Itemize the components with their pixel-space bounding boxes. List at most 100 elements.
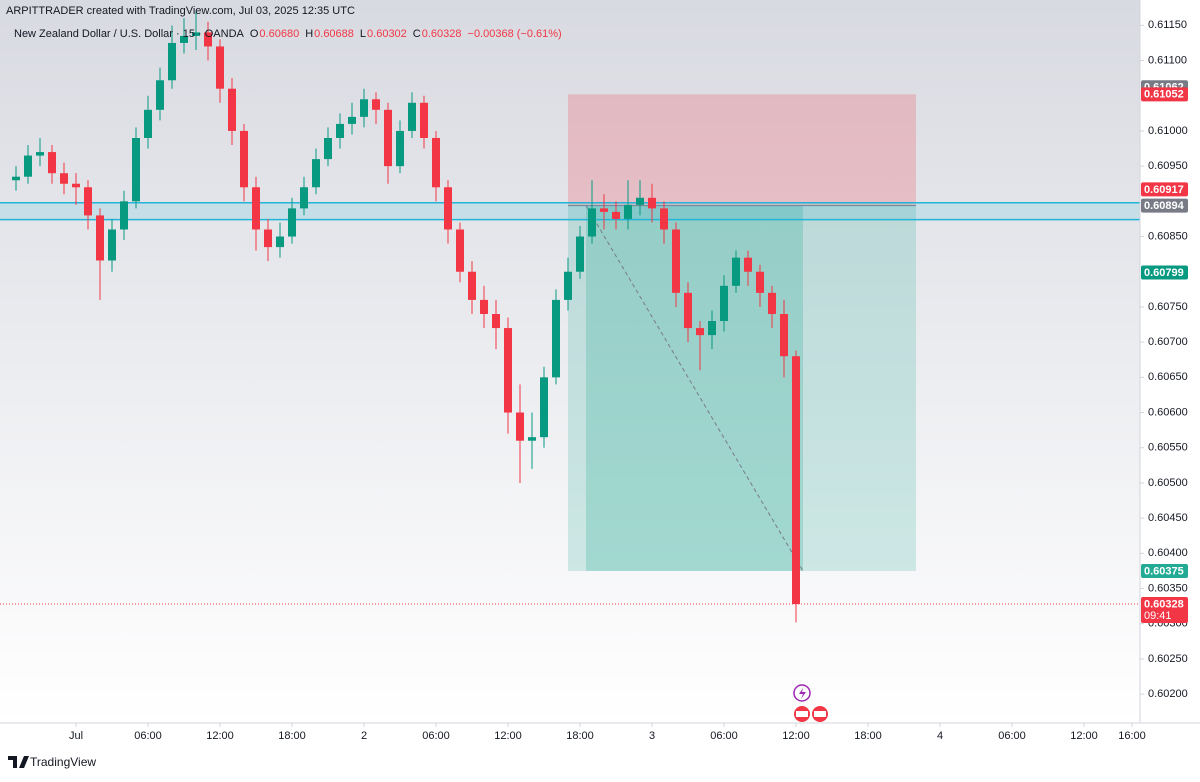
candle-body xyxy=(276,236,284,248)
y-tick-label: 0.60250 xyxy=(1148,653,1188,665)
y-tick-label: 0.61000 xyxy=(1148,125,1188,137)
candle-body xyxy=(108,229,116,261)
candle-body xyxy=(660,208,668,230)
candle-body xyxy=(648,197,656,209)
x-tick-label: 2 xyxy=(361,730,367,742)
ohlc-value: 0.60688 xyxy=(314,28,354,40)
candle-body xyxy=(612,211,620,219)
plot-area xyxy=(0,11,1140,623)
candle-body xyxy=(792,356,800,605)
candle-body xyxy=(12,176,20,181)
y-tick-label: 0.60950 xyxy=(1148,160,1188,172)
y-tick-label: 0.60700 xyxy=(1148,336,1188,348)
candle-body xyxy=(36,152,44,156)
y-tick-label: 0.60350 xyxy=(1148,582,1188,594)
candle-body xyxy=(768,292,776,314)
candle-body xyxy=(48,152,56,174)
price-label-bg xyxy=(1141,182,1188,197)
candle-body xyxy=(72,183,80,188)
x-tick-label: 06:00 xyxy=(710,730,738,742)
candle-body xyxy=(288,208,296,237)
candle-body xyxy=(192,32,200,36)
candle-body xyxy=(24,155,32,177)
x-tick-label: 3 xyxy=(649,730,655,742)
candle-body xyxy=(396,130,404,167)
y-tick-label: 0.60600 xyxy=(1148,406,1188,418)
candle-body xyxy=(732,257,740,286)
candle-body xyxy=(624,204,632,219)
candle-body xyxy=(324,137,332,160)
y-tick-label: 0.60400 xyxy=(1148,547,1188,559)
candle-body xyxy=(360,99,368,117)
countdown: 09:41 xyxy=(1144,610,1172,622)
x-tick-label: 06:00 xyxy=(998,730,1026,742)
x-tick-label: Jul xyxy=(69,730,83,742)
candle-body xyxy=(216,46,224,89)
candle-body xyxy=(492,313,500,329)
brand: TradingView xyxy=(8,755,96,769)
x-tick-label: 12:00 xyxy=(494,730,522,742)
ohlc-label: C xyxy=(413,28,421,40)
symbol-title: New Zealand Dollar / U.S. Dollar · 15 · … xyxy=(14,28,245,40)
candle-body xyxy=(180,35,188,43)
y-tick-label: 0.60500 xyxy=(1148,477,1188,489)
y-tick-label: 0.60550 xyxy=(1148,442,1188,454)
candle-body xyxy=(132,137,140,202)
x-tick-label: 12:00 xyxy=(206,730,234,742)
stop-label-bg xyxy=(1141,87,1188,102)
candle-body xyxy=(432,137,440,188)
candle-body xyxy=(84,187,92,216)
ohlc-value: 0.60680 xyxy=(259,28,299,40)
candle-body xyxy=(576,236,584,272)
candle-body xyxy=(264,229,272,248)
symbol-legend: New Zealand Dollar / U.S. Dollar · 15 · … xyxy=(14,28,562,40)
created-by: ARPITTRADER created with TradingView.com… xyxy=(6,5,355,17)
candle-body xyxy=(300,187,308,209)
candle-body xyxy=(60,173,68,184)
event-icons xyxy=(793,684,828,722)
candle-body xyxy=(420,102,428,138)
candle-body xyxy=(384,109,392,167)
target-label: 0.60375 xyxy=(1144,565,1184,577)
candle-body xyxy=(336,123,344,138)
zone-fill xyxy=(0,202,1140,220)
x-tick-label: 18:00 xyxy=(854,730,882,742)
candle-body xyxy=(204,32,212,47)
brand-logo xyxy=(8,756,29,768)
y-tick-label: 0.60750 xyxy=(1148,301,1188,313)
ohlc-label: H xyxy=(305,28,313,40)
candle-body xyxy=(240,130,248,188)
candle-body xyxy=(708,321,716,336)
trade-path xyxy=(585,205,804,572)
candle-body xyxy=(312,159,320,188)
x-tick-label: 18:00 xyxy=(566,730,594,742)
candle-body xyxy=(456,229,464,272)
candle-body xyxy=(468,271,476,300)
target-label-bg xyxy=(1141,563,1188,578)
price-label-bg xyxy=(1141,265,1188,280)
candle-body xyxy=(636,197,644,205)
brand-name: TradingView xyxy=(30,755,96,769)
x-tick-label: 12:00 xyxy=(1070,730,1098,742)
candle-body xyxy=(528,437,536,441)
candle-body xyxy=(516,412,524,441)
candle-body xyxy=(540,377,548,438)
flag xyxy=(796,711,808,717)
x-tick-label: 16:00 xyxy=(1118,730,1146,742)
candle-body xyxy=(444,187,452,230)
x-tick-label: 12:00 xyxy=(782,730,810,742)
candle-body xyxy=(588,208,596,237)
candle-body xyxy=(756,271,764,293)
candle-body xyxy=(252,187,260,230)
candle-body xyxy=(552,299,560,378)
event-icon-bolt xyxy=(799,688,806,699)
ohlc-value: 0.60328 xyxy=(422,28,462,40)
last-price-label: 0.60328 xyxy=(1144,598,1184,610)
candle-body xyxy=(168,42,176,81)
stop-label: 0.61052 xyxy=(1144,89,1184,101)
target-zone xyxy=(568,205,916,571)
entry-label: 0.60894 xyxy=(1144,200,1185,212)
axes: 0.61150 0.61100 0.61000 0.60950 0.60850 0.607… xyxy=(69,19,1188,742)
candle-body xyxy=(348,116,356,124)
change: −0.00368 (−0.61%) xyxy=(468,28,562,40)
